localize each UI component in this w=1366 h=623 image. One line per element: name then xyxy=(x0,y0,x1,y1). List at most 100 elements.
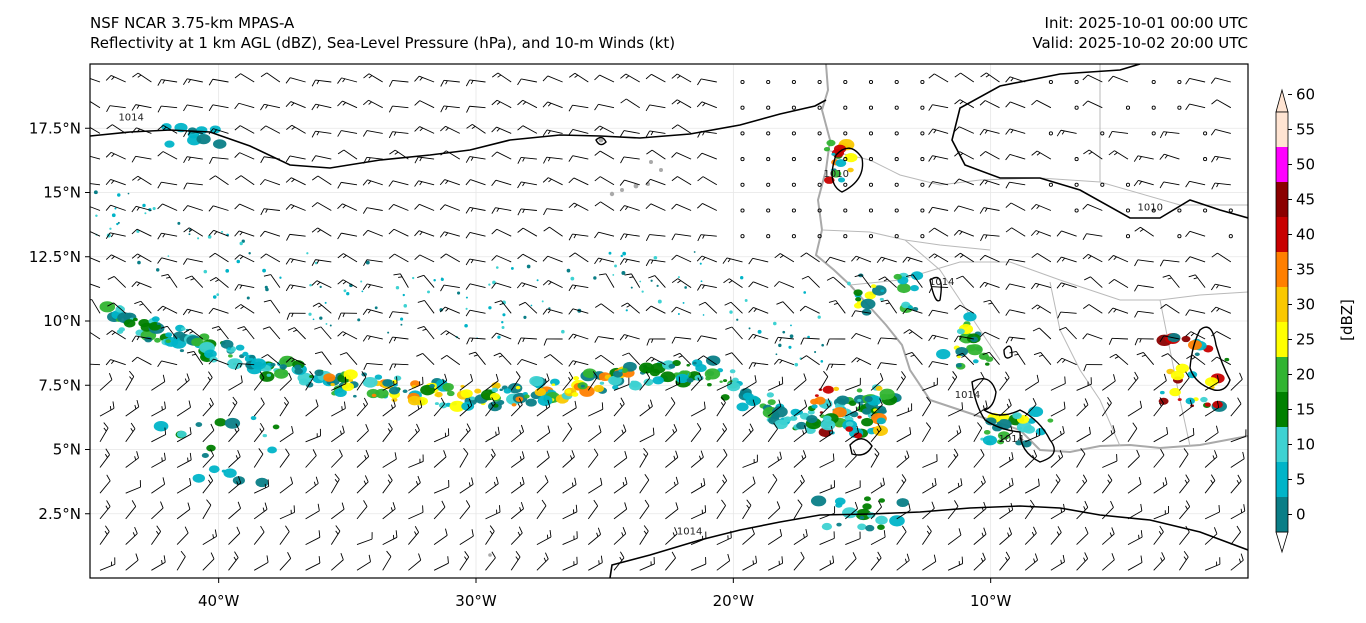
barb-half-flag xyxy=(522,157,525,162)
barb-half-flag xyxy=(522,209,525,214)
reflectivity-cell xyxy=(796,421,807,430)
barb-flag xyxy=(521,451,525,459)
barb-half-flag xyxy=(519,456,522,461)
wind-barb xyxy=(260,208,280,216)
wind-barb xyxy=(337,77,358,84)
barb-flag xyxy=(157,151,164,157)
reflectivity-cell xyxy=(388,386,400,395)
barb-staff xyxy=(510,532,523,545)
barb-half-flag xyxy=(1032,454,1035,459)
wind-barb xyxy=(922,454,938,468)
barb-flag xyxy=(594,336,599,343)
barb-flag xyxy=(928,227,935,233)
reflectivity-cell xyxy=(524,394,530,399)
barb-half-flag xyxy=(161,457,163,462)
barb-flag xyxy=(1109,353,1117,359)
reflectivity-cell xyxy=(195,422,203,427)
barb-staff xyxy=(193,351,204,365)
wind-barb xyxy=(665,502,679,520)
wind-barb xyxy=(594,201,615,211)
wind-barb xyxy=(90,155,101,160)
barb-half-flag xyxy=(490,402,494,407)
wind-barb xyxy=(105,232,126,239)
wind-barb xyxy=(1210,283,1231,291)
reflectivity-cell xyxy=(736,402,749,412)
barb-flag xyxy=(1008,527,1013,535)
barb-half-flag xyxy=(648,404,651,409)
wind-barb xyxy=(768,376,784,391)
barb-staff xyxy=(392,105,409,109)
barb-flag xyxy=(135,553,139,561)
barb-staff xyxy=(819,376,829,391)
barb-staff xyxy=(1153,558,1166,571)
reflectivity-cell xyxy=(496,399,505,406)
barb-staff xyxy=(1112,75,1129,83)
wind-barb xyxy=(433,373,448,391)
wind-barb xyxy=(485,426,500,443)
wind-barb xyxy=(748,257,769,265)
barb-half-flag xyxy=(571,482,574,487)
barb-staff xyxy=(419,254,435,263)
barb-flag xyxy=(779,528,783,536)
barb-half-flag xyxy=(624,206,629,211)
colorbar-segment xyxy=(1276,112,1288,147)
wind-barb xyxy=(665,423,678,443)
barb-staff xyxy=(1050,383,1066,391)
wind-barb xyxy=(1185,180,1206,188)
wind-barb xyxy=(517,337,537,345)
barb-staff xyxy=(162,203,178,211)
barb-flag xyxy=(1162,274,1170,278)
barb-staff xyxy=(845,384,861,391)
barb-staff xyxy=(212,104,229,109)
barb-flag xyxy=(1082,203,1088,210)
barb-flag xyxy=(601,402,604,410)
barb-flag xyxy=(546,450,550,458)
barb-half-flag xyxy=(111,256,115,260)
barb-flag xyxy=(206,499,212,506)
barb-staff xyxy=(572,360,589,366)
wind-barb xyxy=(382,474,393,494)
barb-flag xyxy=(1210,129,1216,136)
wind-barb xyxy=(228,396,238,417)
wind-barb xyxy=(1076,474,1088,494)
wind-barb-calm xyxy=(868,131,874,136)
wind-barb-calm xyxy=(1125,234,1131,239)
wind-barb xyxy=(696,101,717,109)
wind-barb xyxy=(389,363,409,371)
reflectivity-speck xyxy=(625,309,628,312)
barb-flag xyxy=(1082,100,1089,107)
wind-barb xyxy=(417,326,435,340)
barb-staff xyxy=(728,278,743,288)
barb-staff xyxy=(819,486,835,494)
wind-barb xyxy=(536,425,551,443)
barb-half-flag xyxy=(495,431,497,436)
barb-flag xyxy=(1033,526,1037,534)
reflectivity-cell xyxy=(599,381,605,385)
barb-staff xyxy=(321,351,332,365)
reflectivity-speck xyxy=(412,276,415,280)
barb-staff xyxy=(1190,331,1206,340)
barb-staff xyxy=(315,130,332,134)
wind-barb xyxy=(947,402,963,417)
wind-barb xyxy=(588,477,603,494)
barb-staff xyxy=(880,337,897,340)
barb-staff xyxy=(932,104,949,109)
barb-flag xyxy=(337,100,343,107)
wind-barb xyxy=(748,333,769,341)
wind-barb xyxy=(228,501,241,520)
barb-staff xyxy=(1009,128,1026,134)
wind-barb xyxy=(459,373,473,391)
wind-barb xyxy=(999,527,1013,545)
barb-flag xyxy=(263,274,271,277)
barb-half-flag xyxy=(643,453,647,458)
wind-barb xyxy=(639,447,649,468)
barb-staff xyxy=(305,376,315,391)
barb-staff xyxy=(279,402,289,417)
wind-barb xyxy=(388,311,409,319)
barb-staff xyxy=(496,126,512,134)
wind-barb xyxy=(906,274,923,288)
barb-staff xyxy=(1153,403,1164,417)
x-tick-label: 20°W xyxy=(713,592,755,610)
reflectivity-speck xyxy=(817,315,821,319)
